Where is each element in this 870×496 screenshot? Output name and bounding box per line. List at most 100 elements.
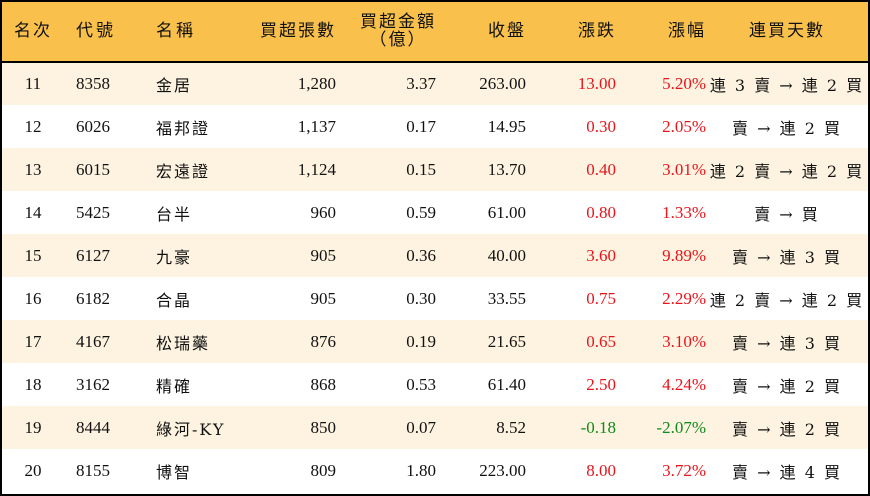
cell-rank: 11 [24, 74, 42, 93]
table-row: 11 8358 金居 1,280 3.37 263.00 13.00 5.20%… [2, 62, 868, 105]
cell-close: 8.52 [496, 417, 526, 437]
cell-code: 5425 [76, 202, 110, 222]
cell-code: 8155 [76, 460, 110, 480]
cell-rank: 15 [24, 245, 42, 265]
cell-change: 0.75 [586, 288, 616, 308]
cell-code: 8444 [76, 417, 110, 437]
cell-change: 0.30 [586, 116, 616, 136]
cell-name: 合晶 [156, 290, 193, 310]
cell-streak: 賣 → 連 2 買 [732, 376, 842, 396]
cell-name: 宏遠證 [156, 161, 211, 181]
cell-net-buy-lots: 905 [310, 245, 337, 265]
cell-net-buy-lots: 809 [310, 460, 337, 480]
cell-streak: 連 3 賣 → 連 2 買 [709, 76, 865, 95]
cell-close: 61.40 [487, 374, 526, 394]
cell-change-pct: 2.05% [662, 116, 706, 136]
cell-rank: 13 [24, 159, 42, 179]
cell-net-buy-lots: 1,124 [297, 159, 336, 179]
cell-change-pct: 9.89% [662, 245, 706, 265]
cell-streak: 賣 → 買 [754, 204, 820, 224]
cell-rank: 12 [24, 116, 42, 136]
header-streak: 連買天數 [749, 21, 825, 41]
table-row: 14 5425 台半 960 0.59 61.00 0.80 1.33% 賣 →… [2, 191, 868, 234]
cell-name: 綠河-KY [156, 419, 226, 439]
cell-code: 6127 [76, 245, 110, 265]
cell-change: 13.00 [577, 74, 616, 93]
cell-change: 0.40 [586, 159, 616, 179]
cell-close: 21.65 [487, 331, 526, 351]
cell-streak: 賣 → 連 2 買 [732, 118, 842, 138]
cell-net-buy-amount: 0.19 [406, 331, 436, 351]
table-row: 20 8155 博智 809 1.80 223.00 8.00 3.72% 賣 … [2, 449, 868, 492]
cell-close: 33.55 [487, 288, 526, 308]
cell-change: 0.80 [586, 202, 616, 222]
header-name: 名稱 [156, 21, 196, 41]
table-body: 11 8358 金居 1,280 3.37 263.00 13.00 5.20%… [2, 62, 868, 492]
header-net-buy-amount-line2: （億） [369, 30, 427, 50]
cell-close: 14.95 [487, 116, 526, 136]
cell-close: 13.70 [487, 159, 526, 179]
cell-net-buy-amount: 0.59 [406, 202, 436, 222]
header-net-buy-amount-line1: 買超金額 [360, 12, 436, 32]
header-net-buy-amount-label: 買超金額 （億） [360, 13, 436, 49]
cell-code: 6026 [76, 116, 110, 136]
cell-change-pct: 5.20% [662, 74, 706, 93]
cell-code: 8358 [76, 74, 110, 93]
cell-code: 4167 [76, 331, 110, 351]
cell-rank: 17 [24, 331, 42, 351]
cell-net-buy-amount: 1.80 [406, 460, 436, 480]
header-row: 名次 代號 名稱 買超張數 買超金額 （億） 收盤 漲跌 漲幅 連買天數 [2, 2, 868, 62]
cell-close: 40.00 [487, 245, 526, 265]
cell-net-buy-amount: 0.30 [406, 288, 436, 308]
header-close: 收盤 [488, 21, 526, 41]
header-code: 代號 [76, 21, 116, 41]
cell-change-pct: 1.33% [662, 202, 706, 222]
cell-net-buy-lots: 1,280 [297, 74, 336, 93]
cell-net-buy-lots: 960 [310, 202, 337, 222]
cell-change-pct: -2.07% [656, 417, 706, 437]
cell-net-buy-amount: 0.17 [406, 116, 436, 136]
cell-streak: 連 2 賣 → 連 2 買 [709, 290, 865, 310]
cell-rank: 19 [24, 417, 42, 437]
cell-change-pct: 2.29% [662, 288, 706, 308]
cell-close: 223.00 [479, 460, 526, 480]
cell-name: 福邦證 [156, 118, 211, 138]
cell-net-buy-amount: 0.15 [406, 159, 436, 179]
cell-name: 金居 [156, 76, 193, 95]
header-rank: 名次 [14, 21, 52, 41]
cell-net-buy-lots: 876 [310, 331, 337, 351]
table-row: 16 6182 合晶 905 0.30 33.55 0.75 2.29% 連 2… [2, 277, 868, 320]
cell-rank: 20 [24, 460, 42, 480]
table-row: 12 6026 福邦證 1,137 0.17 14.95 0.30 2.05% … [2, 105, 868, 148]
cell-close: 61.00 [487, 202, 526, 222]
cell-code: 6182 [76, 288, 110, 308]
header-net-buy-lots: 買超張數 [260, 21, 336, 41]
header-net-buy-amount: 買超金額 （億） [336, 2, 436, 62]
cell-net-buy-lots: 905 [310, 288, 337, 308]
cell-net-buy-lots: 868 [310, 374, 337, 394]
header-change-pct: 漲幅 [668, 21, 706, 41]
cell-code: 6015 [76, 159, 110, 179]
table-row: 17 4167 松瑞藥 876 0.19 21.65 0.65 3.10% 賣 … [2, 320, 868, 363]
cell-change: -0.18 [580, 417, 616, 437]
cell-name: 精確 [156, 376, 193, 396]
header-change: 漲跌 [578, 21, 616, 41]
cell-net-buy-amount: 0.53 [406, 374, 436, 394]
cell-change: 0.65 [586, 331, 616, 351]
cell-change: 2.50 [586, 374, 616, 394]
cell-net-buy-lots: 850 [310, 417, 337, 437]
cell-change-pct: 4.24% [662, 374, 706, 394]
cell-name: 松瑞藥 [156, 333, 211, 353]
cell-rank: 18 [24, 374, 42, 394]
table-row: 13 6015 宏遠證 1,124 0.15 13.70 0.40 3.01% … [2, 148, 868, 191]
cell-change-pct: 3.72% [662, 460, 706, 480]
cell-code: 3162 [76, 374, 110, 394]
cell-streak: 賣 → 連 3 買 [732, 333, 842, 353]
cell-net-buy-amount: 3.37 [406, 74, 436, 93]
table-header: 名次 代號 名稱 買超張數 買超金額 （億） 收盤 漲跌 漲幅 連買天數 [2, 2, 868, 62]
cell-streak: 連 2 賣 → 連 2 買 [709, 161, 865, 181]
cell-name: 博智 [156, 462, 193, 482]
cell-streak: 賣 → 連 2 買 [732, 419, 842, 439]
